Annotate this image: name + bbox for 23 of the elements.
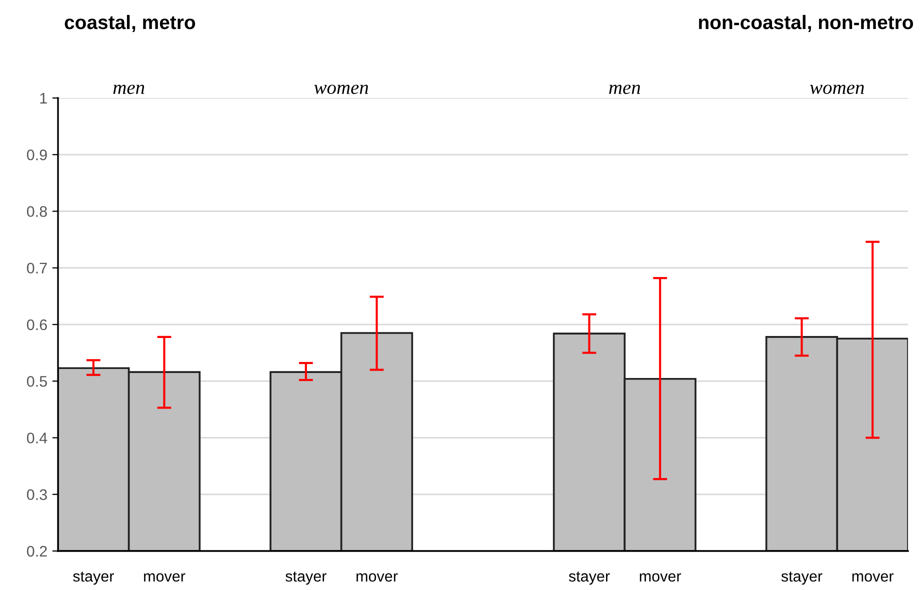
x-tick-label: stayer xyxy=(73,572,114,585)
text: men xyxy=(113,84,144,94)
y-tick-label: 1 xyxy=(40,93,47,104)
y-tick-label: 0.6 xyxy=(26,319,47,330)
x-tick-label: mover xyxy=(640,573,682,582)
text: women xyxy=(314,84,368,94)
x-tick-label: stayer xyxy=(781,572,822,585)
chart-subtitle: non-coastal, non-metro xyxy=(699,14,914,32)
y-tick-label: 0.9 xyxy=(26,149,47,160)
x-tick-label: mover xyxy=(852,573,894,582)
x-tick-label: stayer xyxy=(286,572,326,585)
y-tick-label: 0.7 xyxy=(26,262,47,274)
x-tick-label: stayer xyxy=(568,572,610,585)
chart-title: coastal, metro xyxy=(64,14,196,32)
x-tick-label: mover xyxy=(356,573,398,582)
y-tick-label: 0.2 xyxy=(26,546,47,557)
text: women xyxy=(810,84,864,94)
y-tick-label: 0.5 xyxy=(26,376,47,387)
x-tick-label: mover xyxy=(144,573,186,582)
text: men xyxy=(609,84,640,94)
y-tick-label: 0.3 xyxy=(26,489,47,500)
y-tick-label: 0.8 xyxy=(26,206,47,217)
y-tick-label: 0.4 xyxy=(26,432,48,444)
